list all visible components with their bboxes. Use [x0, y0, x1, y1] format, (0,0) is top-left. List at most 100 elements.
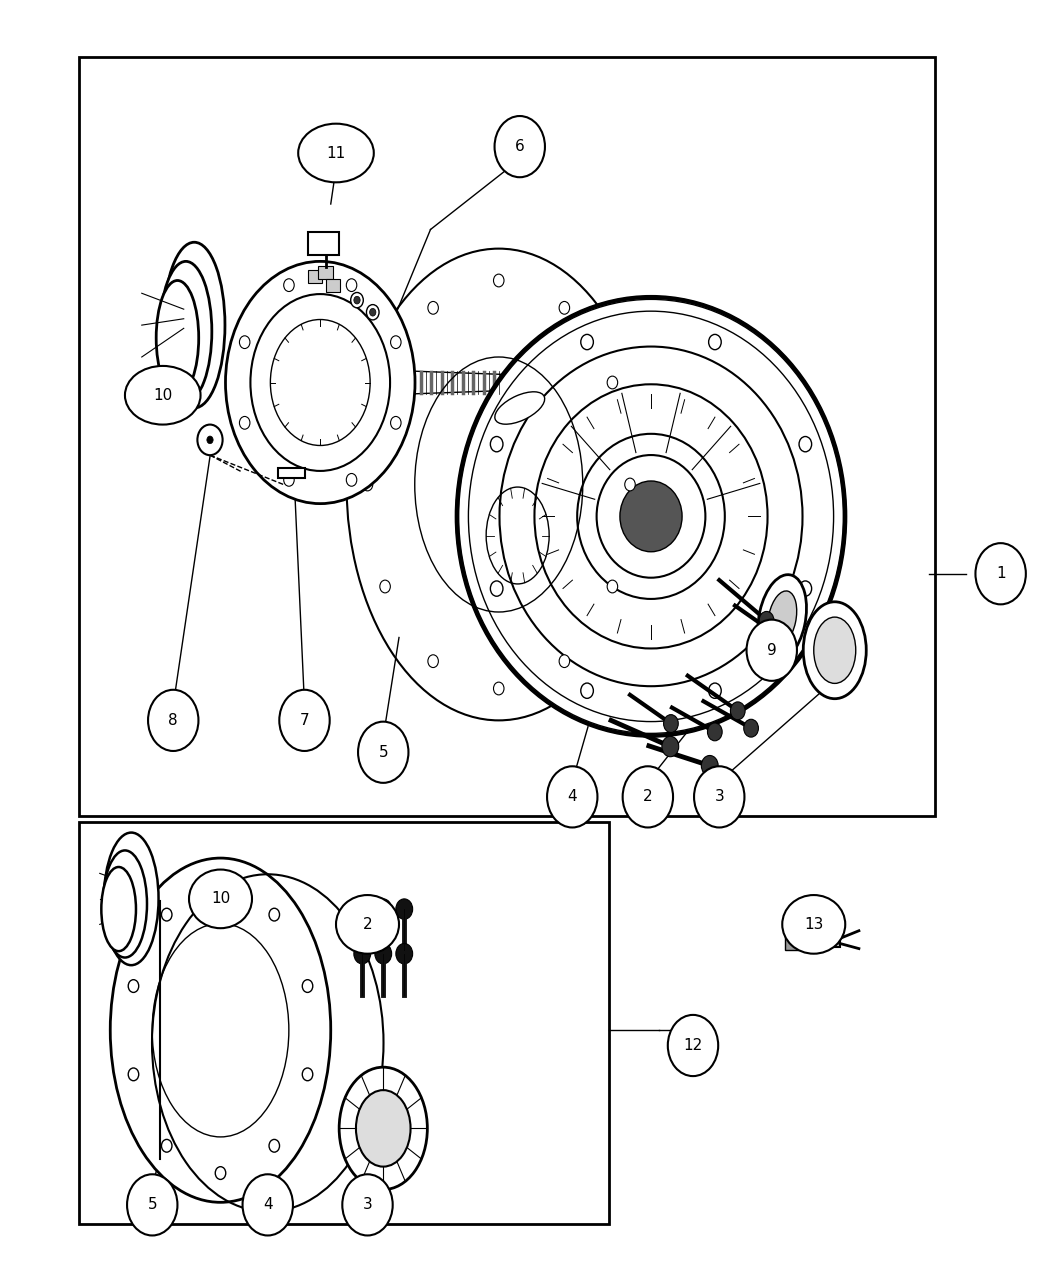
Circle shape — [284, 473, 294, 486]
Circle shape — [197, 425, 223, 455]
Circle shape — [694, 766, 744, 827]
Ellipse shape — [226, 261, 415, 504]
Circle shape — [284, 279, 294, 292]
Circle shape — [302, 1068, 313, 1081]
Ellipse shape — [164, 242, 225, 408]
Circle shape — [427, 655, 438, 668]
Circle shape — [625, 478, 635, 491]
Circle shape — [662, 737, 678, 757]
Ellipse shape — [620, 481, 682, 552]
Ellipse shape — [103, 850, 147, 958]
Circle shape — [279, 690, 330, 751]
Circle shape — [747, 620, 797, 681]
Circle shape — [559, 655, 569, 668]
Circle shape — [370, 309, 376, 316]
Bar — [79, 57, 935, 816]
Circle shape — [391, 335, 401, 348]
Text: 5: 5 — [378, 745, 388, 760]
Circle shape — [607, 376, 617, 389]
Circle shape — [148, 690, 198, 751]
Ellipse shape — [189, 870, 252, 928]
Circle shape — [396, 944, 413, 964]
Ellipse shape — [160, 261, 212, 402]
Text: 6: 6 — [514, 139, 525, 154]
Bar — [278, 468, 304, 478]
Circle shape — [708, 723, 722, 741]
Circle shape — [243, 1174, 293, 1235]
Circle shape — [664, 714, 678, 732]
Circle shape — [581, 683, 593, 699]
Circle shape — [391, 417, 401, 430]
Circle shape — [396, 899, 413, 919]
Text: 10: 10 — [153, 388, 172, 403]
Text: 3: 3 — [362, 1197, 373, 1213]
Circle shape — [239, 335, 250, 348]
Ellipse shape — [356, 1090, 411, 1167]
Circle shape — [358, 722, 408, 783]
Circle shape — [342, 1174, 393, 1235]
Ellipse shape — [339, 1067, 427, 1190]
Circle shape — [354, 296, 360, 303]
Ellipse shape — [768, 590, 797, 646]
Bar — [308, 270, 322, 283]
Circle shape — [773, 629, 788, 646]
Circle shape — [559, 301, 569, 314]
Circle shape — [380, 376, 391, 389]
Text: 13: 13 — [804, 917, 823, 932]
Text: 4: 4 — [567, 789, 578, 805]
Circle shape — [495, 116, 545, 177]
Ellipse shape — [758, 575, 806, 662]
Ellipse shape — [495, 391, 545, 425]
Circle shape — [490, 581, 503, 597]
Circle shape — [581, 334, 593, 349]
Circle shape — [547, 766, 597, 827]
Circle shape — [709, 683, 721, 699]
Ellipse shape — [782, 895, 845, 954]
Circle shape — [269, 1140, 279, 1153]
Circle shape — [494, 274, 504, 287]
Circle shape — [215, 1167, 226, 1179]
Circle shape — [668, 1015, 718, 1076]
Ellipse shape — [814, 617, 856, 683]
Circle shape — [162, 908, 172, 921]
Circle shape — [428, 301, 439, 314]
Circle shape — [127, 1174, 177, 1235]
Text: 5: 5 — [147, 1197, 157, 1213]
Text: 12: 12 — [684, 1038, 702, 1053]
Bar — [326, 279, 340, 292]
Bar — [785, 922, 798, 950]
Circle shape — [128, 1068, 139, 1081]
Circle shape — [362, 478, 373, 491]
Circle shape — [380, 580, 391, 593]
Text: 4: 4 — [262, 1197, 273, 1213]
Circle shape — [799, 581, 812, 597]
Bar — [318, 266, 333, 279]
Ellipse shape — [298, 124, 374, 182]
Ellipse shape — [803, 602, 866, 699]
Text: 2: 2 — [362, 917, 373, 932]
Circle shape — [375, 899, 392, 919]
Circle shape — [366, 305, 379, 320]
Circle shape — [494, 682, 504, 695]
Circle shape — [709, 334, 721, 349]
Circle shape — [239, 417, 250, 430]
Circle shape — [607, 580, 617, 593]
Circle shape — [799, 436, 812, 451]
Circle shape — [269, 908, 279, 921]
Bar — [308, 232, 339, 255]
Circle shape — [346, 473, 357, 486]
Text: 8: 8 — [168, 713, 178, 728]
Circle shape — [302, 979, 313, 992]
Circle shape — [162, 1140, 172, 1153]
Text: 2: 2 — [643, 789, 653, 805]
Text: 11: 11 — [327, 145, 345, 161]
Circle shape — [128, 979, 139, 992]
Circle shape — [215, 881, 226, 894]
Ellipse shape — [457, 297, 845, 736]
Bar — [793, 924, 840, 947]
Ellipse shape — [336, 895, 399, 954]
Ellipse shape — [104, 833, 159, 965]
Circle shape — [759, 612, 774, 630]
Ellipse shape — [156, 280, 198, 395]
Circle shape — [354, 944, 371, 964]
